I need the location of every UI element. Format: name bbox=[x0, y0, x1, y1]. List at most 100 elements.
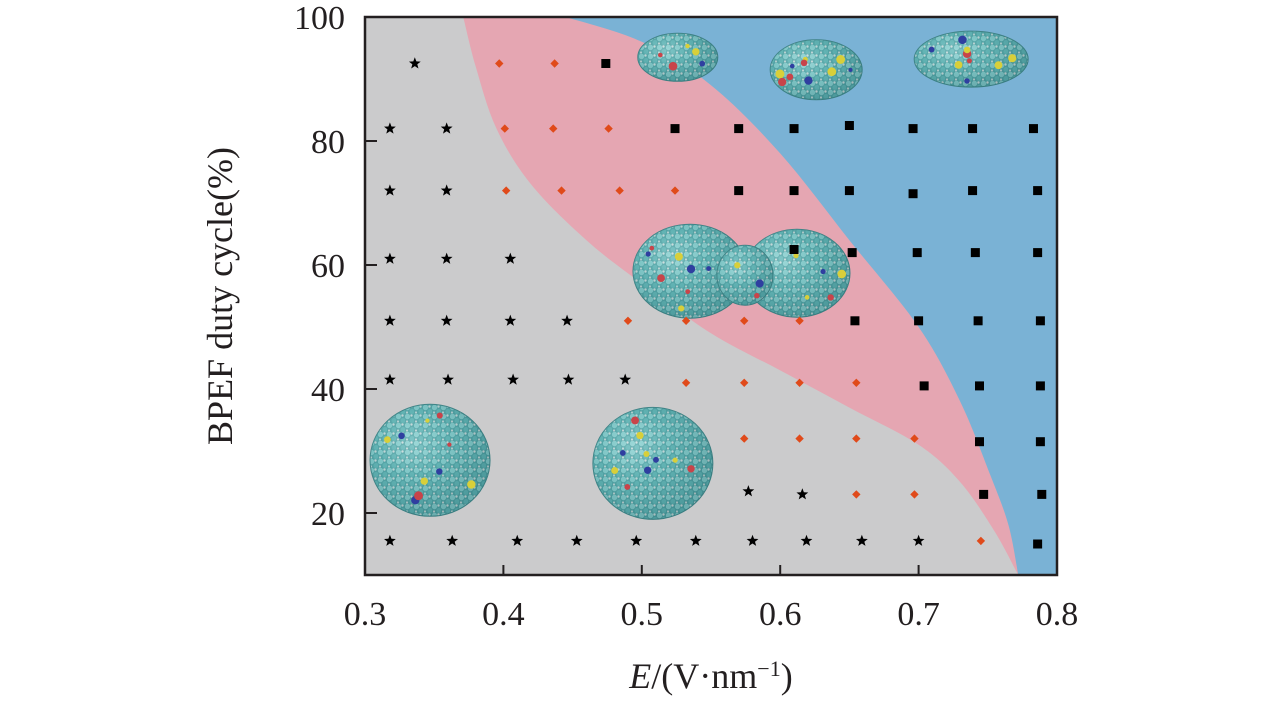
square-marker bbox=[844, 121, 854, 130]
diamond-marker bbox=[681, 316, 691, 325]
data-markers bbox=[384, 57, 1047, 549]
square-marker bbox=[601, 59, 611, 68]
square-marker bbox=[968, 186, 978, 196]
x-tick-label: 0.6 bbox=[759, 596, 802, 633]
square-marker bbox=[914, 316, 924, 326]
square-marker bbox=[919, 381, 929, 391]
square-marker bbox=[1033, 248, 1043, 258]
star-marker bbox=[570, 534, 583, 546]
square-marker bbox=[970, 248, 980, 258]
star-marker bbox=[446, 534, 459, 546]
diamond-marker bbox=[740, 434, 749, 443]
star-marker bbox=[742, 485, 755, 497]
square-marker bbox=[850, 316, 860, 326]
square-marker bbox=[1033, 186, 1043, 196]
star-marker bbox=[619, 373, 632, 385]
square-marker bbox=[979, 489, 989, 499]
star-marker bbox=[442, 373, 454, 385]
plot-area bbox=[365, 17, 1057, 575]
square-marker bbox=[973, 316, 983, 326]
star-marker bbox=[384, 122, 396, 134]
square-marker bbox=[974, 437, 984, 447]
diamond-marker bbox=[910, 490, 919, 499]
x-axis-label-exponent: −1 bbox=[757, 656, 780, 681]
star-marker bbox=[504, 314, 517, 326]
square-marker bbox=[908, 124, 918, 134]
star-marker bbox=[562, 373, 575, 385]
diamond-marker bbox=[740, 316, 749, 325]
star-marker bbox=[440, 184, 453, 196]
plot-frame bbox=[363, 15, 1059, 577]
star-marker bbox=[796, 488, 809, 500]
x-tick-label: 0.5 bbox=[621, 596, 664, 633]
small-flat-cluster-inset bbox=[637, 32, 719, 82]
star-marker bbox=[440, 252, 453, 264]
square-marker bbox=[847, 248, 857, 258]
diamond-marker bbox=[795, 316, 804, 325]
square-marker bbox=[1035, 316, 1045, 326]
y-axis-label: BPEF duty cycle(%) bbox=[200, 147, 240, 445]
star-marker bbox=[440, 314, 453, 326]
large-ellipse-cluster-inset bbox=[913, 30, 1029, 88]
star-marker bbox=[800, 534, 813, 546]
y-tick-label: 40 bbox=[311, 372, 345, 409]
diamond-marker bbox=[795, 434, 804, 443]
x-axis-label-close: ) bbox=[781, 656, 793, 696]
x-axis-label-unit: /(V·nm bbox=[651, 656, 757, 696]
square-marker bbox=[789, 186, 799, 196]
square-marker bbox=[734, 186, 744, 196]
square-marker bbox=[789, 245, 799, 254]
dumbbell-cluster-inset bbox=[632, 223, 851, 319]
star-marker bbox=[912, 534, 925, 546]
star-marker bbox=[384, 314, 396, 326]
square-marker bbox=[789, 124, 799, 134]
square-marker bbox=[968, 124, 978, 134]
y-tick-label: 80 bbox=[311, 124, 345, 161]
diamond-marker bbox=[604, 124, 613, 133]
square-marker bbox=[844, 186, 854, 196]
diamond-marker bbox=[623, 316, 633, 325]
medium-ellipse-cluster-inset bbox=[769, 39, 863, 101]
x-axis-label-symbol: E bbox=[628, 656, 651, 696]
star-marker bbox=[507, 373, 519, 385]
y-tick-label: 100 bbox=[294, 0, 345, 37]
square-marker bbox=[1035, 437, 1045, 447]
diamond-marker bbox=[852, 490, 861, 499]
star-marker bbox=[384, 184, 396, 196]
diamond-marker bbox=[550, 59, 559, 68]
star-marker bbox=[561, 314, 573, 326]
square-marker bbox=[908, 189, 918, 199]
sphere-cluster-left-inset bbox=[369, 403, 491, 517]
square-marker bbox=[1033, 539, 1043, 549]
x-tick-label: 0.4 bbox=[482, 596, 525, 633]
x-tick-label: 0.8 bbox=[1036, 596, 1079, 633]
star-marker bbox=[504, 252, 517, 264]
diamond-marker bbox=[615, 186, 624, 195]
diamond-marker bbox=[852, 378, 861, 387]
star-marker bbox=[855, 534, 868, 546]
x-tick-label: 0.7 bbox=[897, 596, 940, 633]
square-marker bbox=[912, 248, 922, 258]
star-marker bbox=[384, 373, 396, 385]
star-marker bbox=[440, 122, 453, 134]
x-axis-label: E/(V·nm−1) bbox=[628, 656, 792, 697]
diamond-marker bbox=[557, 186, 566, 195]
diamond-marker bbox=[549, 124, 558, 133]
axis-labels: BPEF duty cycle(%) E/(V·nm−1) bbox=[200, 147, 793, 696]
diamond-marker bbox=[670, 186, 680, 195]
x-tick-label: 0.3 bbox=[344, 596, 387, 633]
diamond-marker bbox=[795, 378, 804, 387]
star-marker bbox=[511, 534, 524, 546]
diamond-marker bbox=[852, 434, 861, 443]
star-marker bbox=[689, 534, 702, 546]
y-tick-label: 20 bbox=[311, 496, 345, 533]
star-marker bbox=[746, 534, 759, 546]
square-marker bbox=[734, 124, 744, 134]
axis-ticks: 0.3 0.4 0.5 0.6 0.7 0.8 20 40 60 80 100 bbox=[294, 0, 1078, 633]
star-marker bbox=[408, 57, 421, 69]
star-marker bbox=[384, 534, 396, 546]
star-marker bbox=[630, 534, 643, 546]
diamond-marker bbox=[500, 124, 509, 133]
square-marker bbox=[974, 381, 984, 391]
